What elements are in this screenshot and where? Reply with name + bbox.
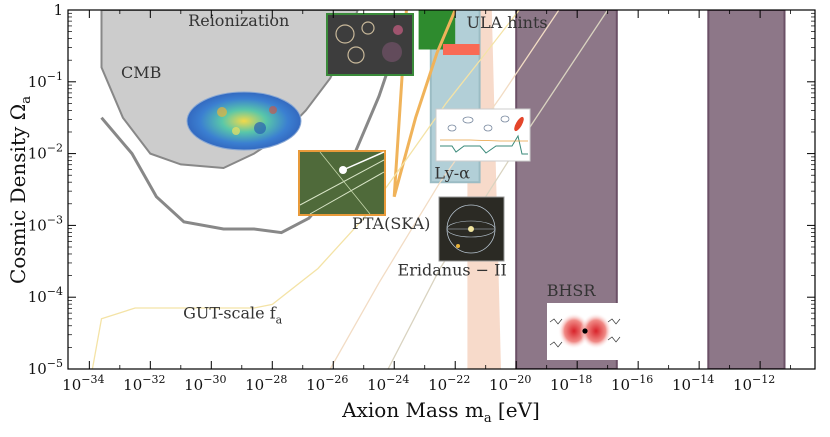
y-tick-label: 10−4 [28, 285, 63, 306]
reionization-image [326, 13, 414, 76]
x-tick-label: 10−30 [184, 373, 226, 394]
eridanus-image [438, 196, 505, 262]
x-tick-label: 10−24 [367, 373, 409, 394]
y-axis-title: Cosmic Density Ωa [6, 96, 34, 284]
annotation-label: BHSR [547, 281, 597, 300]
annotation-label: Reionization [188, 11, 289, 30]
y-tick-label: 1 [53, 1, 63, 19]
pta-image [298, 150, 386, 216]
line-gut-scale [91, 10, 520, 369]
x-tick-label: 10−34 [62, 373, 104, 394]
x-tick-label: 10−12 [733, 373, 775, 394]
x-axis-title: Axion Mass ma [eV] [341, 398, 540, 426]
lyman-alpha-image [435, 108, 531, 162]
annotation-label: Ly-α [434, 164, 470, 183]
annotations: Reionization ULA hints CMB Ly-α PTA(SKA) Erid… [121, 11, 596, 327]
x-tick-label: 10−28 [245, 373, 287, 394]
region-cmb-future [100, 16, 408, 235]
x-tick-label: 10−26 [306, 373, 348, 394]
region-reionization [418, 10, 456, 50]
annotation-label: ULA hints [466, 13, 547, 32]
annotation-label: Eridanus − II [398, 261, 507, 280]
x-tick-label: 10−22 [428, 373, 470, 394]
annotation-label: GUT-scale fa [183, 304, 283, 327]
y-tick-label: 10−2 [28, 142, 63, 163]
y-tick-label: 10−5 [28, 357, 63, 378]
x-tick-label: 10−20 [489, 373, 531, 394]
ticks [68, 9, 815, 370]
x-tick-label: 10−14 [672, 373, 714, 394]
plot-frame [67, 9, 816, 370]
x-tick-label: 10−16 [611, 373, 653, 394]
region-bhsr-2 [707, 10, 786, 369]
region-pta-ska [392, 10, 457, 198]
y-tick-label: 10−3 [28, 213, 63, 234]
line-faint-1 [329, 10, 560, 369]
annotation-label: CMB [121, 63, 161, 82]
bhsr-image [547, 303, 623, 360]
annotation-label: PTA(SKA) [352, 214, 430, 233]
x-tick-label: 10−32 [123, 373, 165, 394]
cmb-map [186, 91, 302, 151]
y-tick-label: 10−1 [28, 70, 63, 91]
x-tick-label: 10−18 [550, 373, 592, 394]
